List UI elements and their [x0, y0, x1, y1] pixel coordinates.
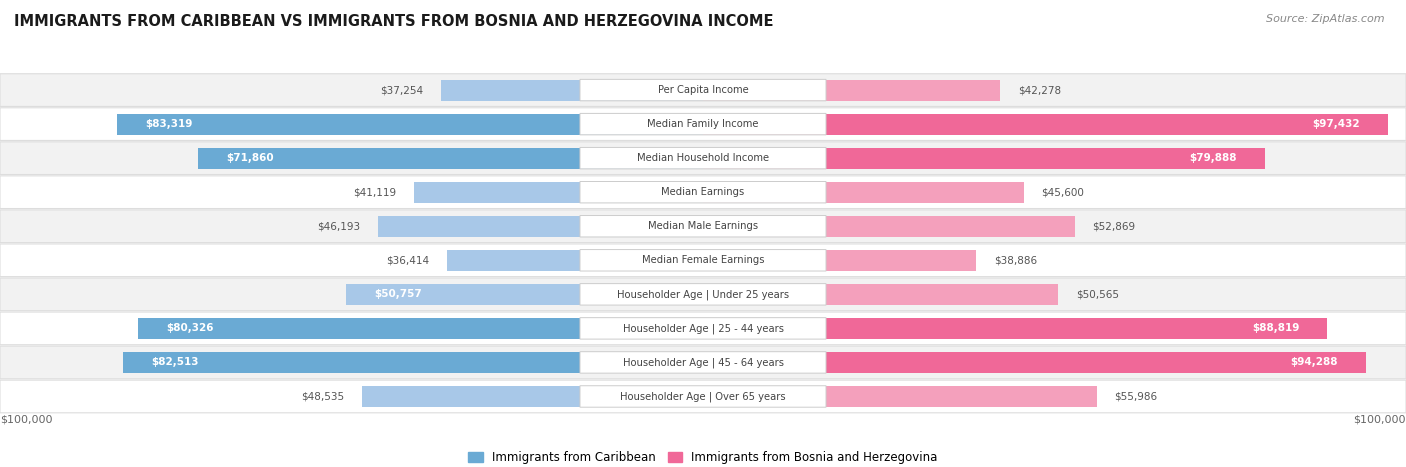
Text: $45,600: $45,600	[1040, 187, 1084, 197]
FancyBboxPatch shape	[579, 249, 827, 271]
Bar	[122, 352, 703, 373]
Text: $83,319: $83,319	[145, 119, 193, 129]
FancyBboxPatch shape	[0, 210, 1406, 242]
Text: $55,986: $55,986	[1114, 391, 1157, 402]
Text: $46,193: $46,193	[318, 221, 361, 231]
FancyBboxPatch shape	[0, 346, 1406, 379]
Bar	[703, 216, 1074, 237]
Text: $71,860: $71,860	[226, 153, 274, 163]
Text: IMMIGRANTS FROM CARIBBEAN VS IMMIGRANTS FROM BOSNIA AND HERZEGOVINA INCOME: IMMIGRANTS FROM CARIBBEAN VS IMMIGRANTS …	[14, 14, 773, 29]
Bar	[447, 250, 703, 271]
Bar	[441, 79, 703, 100]
FancyBboxPatch shape	[0, 278, 1406, 311]
FancyBboxPatch shape	[0, 74, 1406, 106]
Text: $52,869: $52,869	[1092, 221, 1136, 231]
FancyBboxPatch shape	[579, 386, 827, 407]
Text: Householder Age | Under 25 years: Householder Age | Under 25 years	[617, 289, 789, 300]
Text: $36,414: $36,414	[387, 255, 429, 265]
Text: Median Male Earnings: Median Male Earnings	[648, 221, 758, 231]
Text: Median Household Income: Median Household Income	[637, 153, 769, 163]
FancyBboxPatch shape	[579, 216, 827, 237]
FancyBboxPatch shape	[0, 142, 1406, 175]
Text: $50,757: $50,757	[374, 290, 422, 299]
Text: $41,119: $41,119	[353, 187, 396, 197]
Bar	[198, 148, 703, 169]
Text: Per Capita Income: Per Capita Income	[658, 85, 748, 95]
FancyBboxPatch shape	[579, 182, 827, 203]
Bar	[703, 284, 1059, 305]
FancyBboxPatch shape	[0, 108, 1406, 141]
Text: $50,565: $50,565	[1076, 290, 1119, 299]
Bar	[703, 352, 1365, 373]
Legend: Immigrants from Caribbean, Immigrants from Bosnia and Herzegovina: Immigrants from Caribbean, Immigrants fr…	[464, 446, 942, 467]
Text: $82,513: $82,513	[150, 357, 198, 368]
Bar	[703, 318, 1327, 339]
Bar	[413, 182, 703, 203]
FancyBboxPatch shape	[579, 79, 827, 101]
Text: $38,886: $38,886	[994, 255, 1038, 265]
Text: Householder Age | 25 - 44 years: Householder Age | 25 - 44 years	[623, 323, 783, 333]
Bar	[138, 318, 703, 339]
Text: $97,432: $97,432	[1312, 119, 1360, 129]
Bar	[703, 182, 1024, 203]
Text: Median Earnings: Median Earnings	[661, 187, 745, 197]
Text: $80,326: $80,326	[166, 323, 214, 333]
Text: $48,535: $48,535	[301, 391, 344, 402]
FancyBboxPatch shape	[0, 380, 1406, 413]
FancyBboxPatch shape	[579, 352, 827, 373]
Bar	[703, 386, 1097, 407]
Text: $100,000: $100,000	[0, 414, 52, 424]
Bar	[703, 148, 1264, 169]
Bar	[346, 284, 703, 305]
Text: Source: ZipAtlas.com: Source: ZipAtlas.com	[1267, 14, 1385, 24]
Text: $42,278: $42,278	[1018, 85, 1062, 95]
FancyBboxPatch shape	[579, 318, 827, 339]
Bar	[703, 113, 1388, 134]
Text: $37,254: $37,254	[381, 85, 423, 95]
Text: Householder Age | 45 - 64 years: Householder Age | 45 - 64 years	[623, 357, 783, 368]
Bar	[361, 386, 703, 407]
Text: $94,288: $94,288	[1291, 357, 1337, 368]
FancyBboxPatch shape	[579, 148, 827, 169]
FancyBboxPatch shape	[0, 244, 1406, 276]
FancyBboxPatch shape	[0, 312, 1406, 345]
Bar	[703, 250, 976, 271]
FancyBboxPatch shape	[579, 113, 827, 135]
Bar	[703, 79, 1000, 100]
FancyBboxPatch shape	[0, 176, 1406, 209]
Text: $88,819: $88,819	[1251, 323, 1299, 333]
Text: Median Family Income: Median Family Income	[647, 119, 759, 129]
Text: Median Female Earnings: Median Female Earnings	[641, 255, 765, 265]
Text: $79,888: $79,888	[1189, 153, 1236, 163]
Text: $100,000: $100,000	[1354, 414, 1406, 424]
Bar	[378, 216, 703, 237]
Bar	[117, 113, 703, 134]
FancyBboxPatch shape	[579, 283, 827, 305]
Text: Householder Age | Over 65 years: Householder Age | Over 65 years	[620, 391, 786, 402]
